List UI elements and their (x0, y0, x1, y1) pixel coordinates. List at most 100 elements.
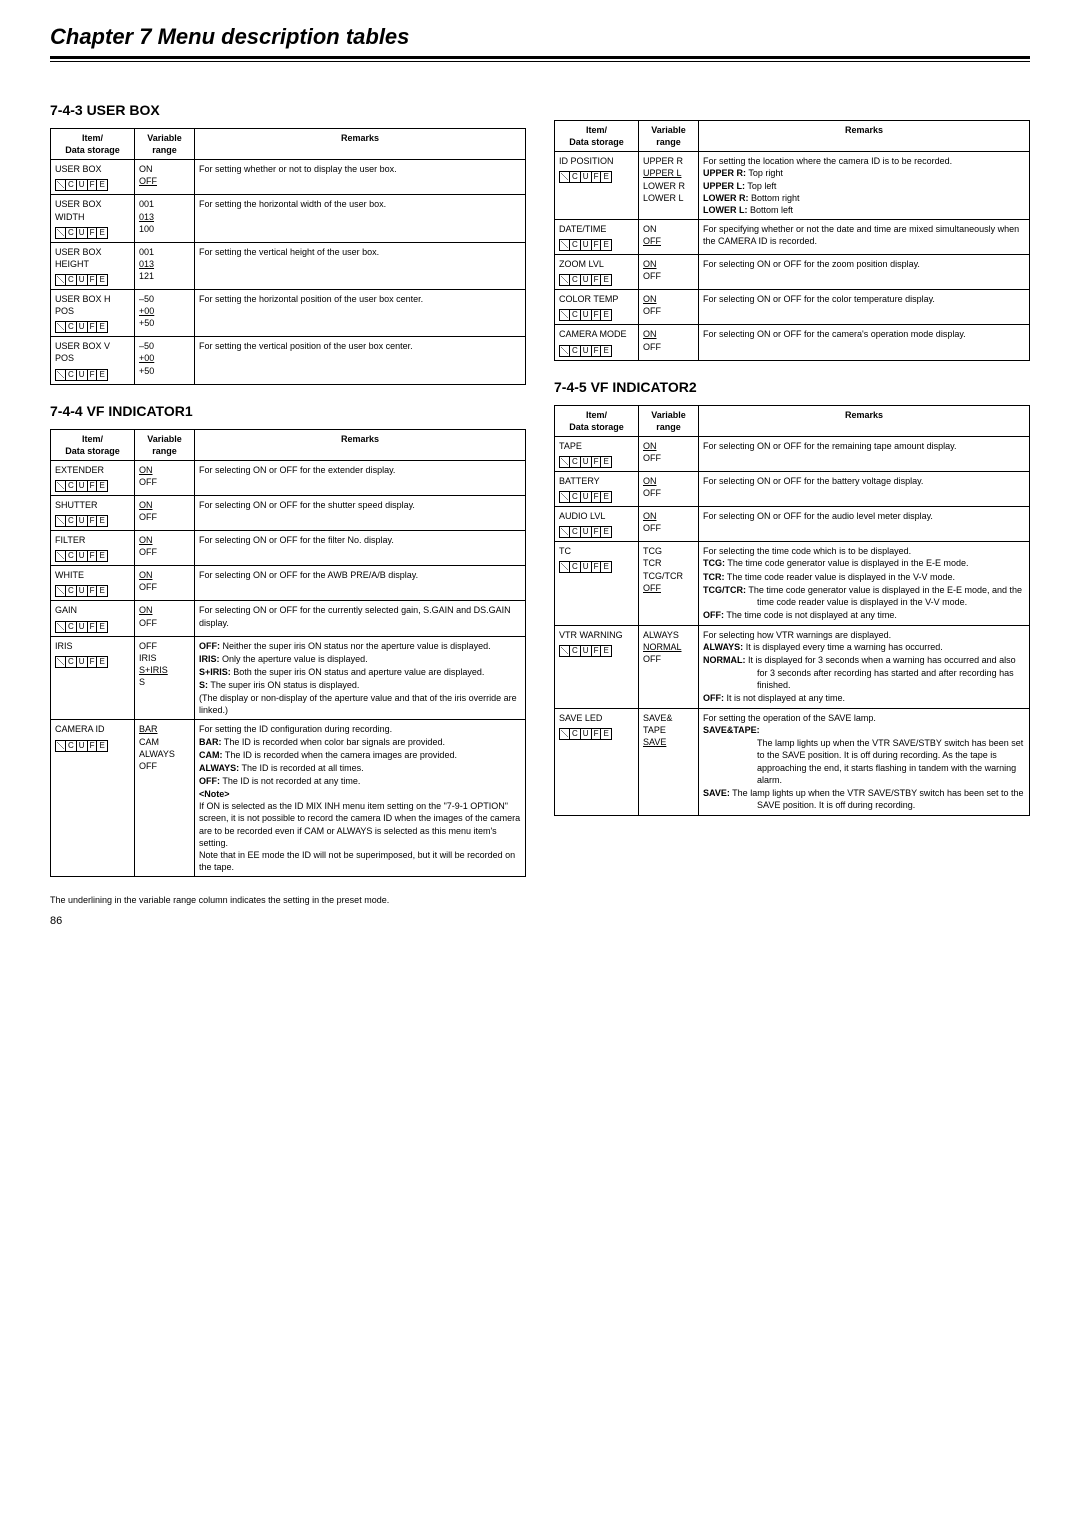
data-storage-indicator: CUFE (559, 456, 612, 468)
cell-remarks: For selecting ON or OFF for the camera's… (699, 325, 1030, 360)
cell-remarks: OFF: Neither the super iris ON status no… (195, 636, 526, 720)
th-item: Item/Data storage (555, 405, 639, 436)
cell-variable: 001013121 (135, 242, 195, 289)
table-row: SHUTTER CUFEONOFFFor selecting ON or OFF… (51, 495, 526, 530)
cell-variable: ONOFF (135, 460, 195, 495)
table-row: WHITE CUFEONOFFFor selecting ON or OFF f… (51, 566, 526, 601)
cell-variable: ONOFF (639, 471, 699, 506)
table-row: COLOR TEMP CUFEONOFFFor selecting ON or … (555, 290, 1030, 325)
cell-item: USER BOX V POS CUFE (51, 337, 135, 384)
data-storage-indicator: CUFE (559, 239, 612, 251)
data-storage-indicator: CUFE (55, 480, 108, 492)
cell-item: AUDIO LVL CUFE (555, 507, 639, 542)
table-row: IRIS CUFEOFFIRISS+IRISSOFF: Neither the … (51, 636, 526, 720)
cell-remarks: For setting the ID configuration during … (195, 720, 526, 877)
th-variable: Variablerange (135, 129, 195, 160)
table-row: USER BOX V POS CUFE–50+00+50For setting … (51, 337, 526, 384)
cell-remarks: For selecting ON or OFF for the AWB PRE/… (195, 566, 526, 601)
section-7-4-3-title: 7-4-3 USER BOX (50, 102, 526, 118)
table-row: AUDIO LVL CUFEONOFFFor selecting ON or O… (555, 507, 1030, 542)
data-storage-indicator: CUFE (55, 274, 108, 286)
cell-remarks: For selecting ON or OFF for the shutter … (195, 495, 526, 530)
data-storage-indicator: CUFE (55, 740, 108, 752)
table-row: CAMERA ID CUFEBARCAMALWAYSOFFFor setting… (51, 720, 526, 877)
cell-remarks: For selecting ON or OFF for the filter N… (195, 531, 526, 566)
cell-remarks: For setting the vertical position of the… (195, 337, 526, 384)
section-7-4-5-title: 7-4-5 VF INDICATOR2 (554, 379, 1030, 395)
table-row: ID POSITION CUFEUPPER RUPPER LLOWER RLOW… (555, 152, 1030, 220)
cell-remarks: For selecting ON or OFF for the zoom pos… (699, 255, 1030, 290)
cell-variable: OFFIRISS+IRISS (135, 636, 195, 720)
table-row: ZOOM LVL CUFEONOFFFor selecting ON or OF… (555, 255, 1030, 290)
cell-remarks: For selecting the time code which is to … (699, 542, 1030, 626)
table-vf-indicator1-left: Item/Data storage Variablerange Remarks … (50, 429, 526, 878)
cell-item: GAIN CUFE (51, 601, 135, 636)
footnote: The underlining in the variable range co… (50, 895, 1030, 905)
table-row: TC CUFETCGTCRTCG/TCROFFFor selecting the… (555, 542, 1030, 626)
cell-variable: TCGTCRTCG/TCROFF (639, 542, 699, 626)
table-row: EXTENDER CUFEONOFFFor selecting ON or OF… (51, 460, 526, 495)
data-storage-indicator: CUFE (55, 585, 108, 597)
data-storage-indicator: CUFE (559, 491, 612, 503)
data-storage-indicator: CUFE (55, 656, 108, 668)
cell-variable: SAVE& TAPESAVE (639, 708, 699, 815)
cell-item: USER BOX H POS CUFE (51, 289, 135, 336)
data-storage-indicator: CUFE (559, 345, 612, 357)
section-7-4-4-title: 7-4-4 VF INDICATOR1 (50, 403, 526, 419)
cell-item: FILTER CUFE (51, 531, 135, 566)
cell-variable: –50+00+50 (135, 289, 195, 336)
table-row: BATTERY CUFEONOFFFor selecting ON or OFF… (555, 471, 1030, 506)
table-row: USER BOX HEIGHT CUFE001013121For setting… (51, 242, 526, 289)
table-vf-indicator1-right: Item/Data storage Variablerange Remarks … (554, 120, 1030, 361)
data-storage-indicator: CUFE (559, 526, 612, 538)
table-row: USER BOX WIDTH CUFE001013100For setting … (51, 195, 526, 242)
cell-item: USER BOX CUFE (51, 160, 135, 195)
cell-variable: ONOFF (639, 436, 699, 471)
data-storage-indicator: CUFE (559, 171, 612, 183)
cell-item: ID POSITION CUFE (555, 152, 639, 220)
cell-item: ZOOM LVL CUFE (555, 255, 639, 290)
data-storage-indicator: CUFE (559, 728, 612, 740)
th-remarks: Remarks (195, 129, 526, 160)
page-number: 86 (50, 915, 1030, 927)
data-storage-indicator: CUFE (55, 227, 108, 239)
cell-variable: 001013100 (135, 195, 195, 242)
cell-variable: BARCAMALWAYSOFF (135, 720, 195, 877)
cell-variable: ONOFF (135, 495, 195, 530)
data-storage-indicator: CUFE (559, 309, 612, 321)
cell-item: CAMERA ID CUFE (51, 720, 135, 877)
th-variable: Variablerange (135, 429, 195, 460)
data-storage-indicator: CUFE (55, 179, 108, 191)
table-row: FILTER CUFEONOFFFor selecting ON or OFF … (51, 531, 526, 566)
cell-remarks: For setting the location where the camer… (699, 152, 1030, 220)
data-storage-indicator: CUFE (55, 515, 108, 527)
th-variable: Variablerange (639, 405, 699, 436)
th-item: Item/Data storage (51, 129, 135, 160)
cell-remarks: For selecting ON or OFF for the currentl… (195, 601, 526, 636)
table-row: VTR WARNING CUFEALWAYSNORMALOFFFor selec… (555, 626, 1030, 709)
cell-variable: ONOFF (135, 160, 195, 195)
data-storage-indicator: CUFE (55, 321, 108, 333)
table-row: DATE/TIME CUFEONOFFFor specifying whethe… (555, 219, 1030, 254)
cell-item: SAVE LED CUFE (555, 708, 639, 815)
cell-item: WHITE CUFE (51, 566, 135, 601)
cell-variable: ONOFF (135, 566, 195, 601)
table-row: CAMERA MODE CUFEONOFFFor selecting ON or… (555, 325, 1030, 360)
th-item: Item/Data storage (51, 429, 135, 460)
cell-item: COLOR TEMP CUFE (555, 290, 639, 325)
cell-variable: ONOFF (135, 531, 195, 566)
cell-remarks: For selecting ON or OFF for the battery … (699, 471, 1030, 506)
cell-remarks: For setting the operation of the SAVE la… (699, 708, 1030, 815)
table-row: TAPE CUFEONOFFFor selecting ON or OFF fo… (555, 436, 1030, 471)
cell-variable: –50+00+50 (135, 337, 195, 384)
cell-item: TC CUFE (555, 542, 639, 626)
cell-remarks: For selecting ON or OFF for the remainin… (699, 436, 1030, 471)
data-storage-indicator: CUFE (55, 621, 108, 633)
table-vf-indicator2: Item/Data storage Variablerange Remarks … (554, 405, 1030, 817)
data-storage-indicator: CUFE (55, 369, 108, 381)
th-remarks: Remarks (699, 405, 1030, 436)
cell-item: IRIS CUFE (51, 636, 135, 720)
cell-variable: ONOFF (639, 325, 699, 360)
cell-item: BATTERY CUFE (555, 471, 639, 506)
table-row: USER BOX H POS CUFE–50+00+50For setting … (51, 289, 526, 336)
